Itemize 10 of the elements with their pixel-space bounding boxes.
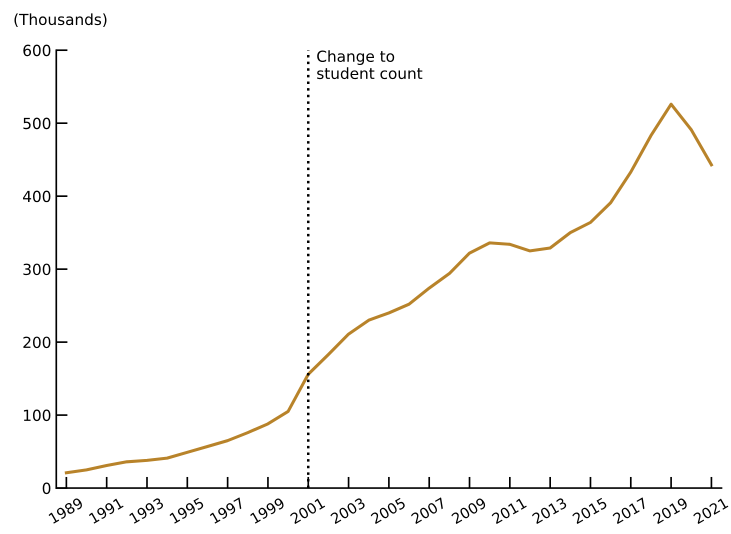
y-tick-label: 0 bbox=[42, 482, 50, 494]
y-tick-label: 500 bbox=[23, 118, 50, 130]
y-tick-label: 600 bbox=[23, 44, 50, 56]
y-tick-label: 100 bbox=[24, 410, 50, 422]
y-tick-label: 200 bbox=[23, 336, 50, 348]
y-axis-title: (Thousands) bbox=[14, 13, 106, 27]
y-tick-label: 300 bbox=[23, 264, 50, 276]
y-tick-label: 400 bbox=[23, 190, 50, 202]
line-series bbox=[64, 102, 713, 474]
ref-line-label: Change to student count bbox=[317, 50, 422, 80]
